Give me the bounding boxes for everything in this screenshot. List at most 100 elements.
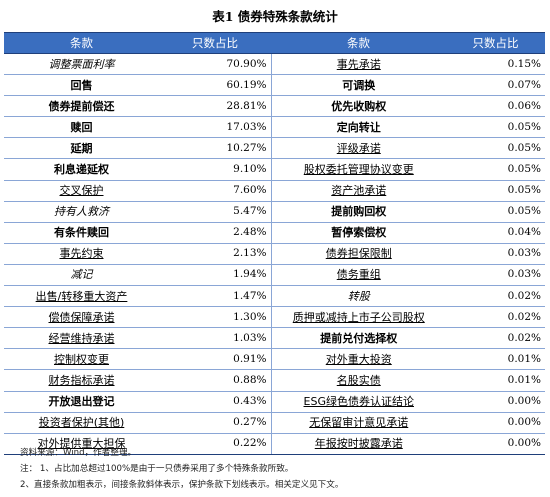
clause-share-left: 0.27%	[159, 412, 272, 434]
clause-share-right: 0.02%	[446, 327, 545, 350]
clause-share-left: 7.60%	[159, 180, 272, 202]
clause-share-left: 60.19%	[159, 74, 272, 97]
clause-name-right: 评级承诺	[271, 137, 446, 160]
table-row: 持有人救济 5.47% 提前购回权 0.05%	[4, 201, 545, 223]
table-row: 开放退出登记 0.43% ESG绿色债券认证结论 0.00%	[4, 391, 545, 413]
clause-share-right: 0.05%	[446, 116, 545, 139]
clause-share-right: 0.02%	[446, 306, 545, 329]
clause-share-right: 0.15%	[446, 53, 545, 76]
clause-share-right: 0.00%	[446, 391, 545, 413]
clause-name-right: 年报按时披露承诺	[271, 433, 446, 455]
table-row: 控制权变更 0.91% 对外重大投资 0.01%	[4, 348, 545, 371]
table-row: 调整票面利率 70.90% 事先承诺 0.15%	[4, 53, 545, 76]
clause-name-right: 对外重大投资	[271, 348, 446, 371]
table-notes: 资料来源：Wind，作者整理。 注： 1、占比加总超过100%是由于一只债券采用…	[20, 445, 343, 493]
table-row: 交叉保护 7.60% 资产池承诺 0.05%	[4, 180, 545, 202]
clause-name-right: 暂停索偿权	[271, 222, 446, 244]
clause-name-left: 财务指标承诺	[4, 369, 159, 392]
clause-share-right: 0.04%	[446, 222, 545, 244]
table-row: 对外提供重大担保 0.22% 年报按时披露承诺 0.00%	[4, 433, 545, 455]
clause-name-left: 债券提前偿还	[4, 95, 159, 118]
table-row: 减记 1.94% 债务重组 0.03%	[4, 264, 545, 287]
clause-share-left: 9.10%	[159, 158, 272, 181]
clause-share-left: 2.48%	[159, 222, 272, 244]
clause-name-right: 债券担保限制	[271, 243, 446, 265]
clause-share-left: 0.88%	[159, 369, 272, 392]
table-row: 利息递延权 9.10% 股权委托管理协议变更 0.05%	[4, 158, 545, 181]
clause-name-right: 定向转让	[271, 116, 446, 139]
source-note: 资料来源：Wind，作者整理。	[20, 448, 137, 458]
table-header-row: 条款 只数占比 条款 只数占比	[4, 32, 545, 54]
clause-name-left: 赎回	[4, 116, 159, 139]
header-share-left: 只数占比	[159, 32, 271, 54]
clause-share-left: 1.47%	[159, 285, 272, 308]
table-row: 事先约束 2.13% 债券担保限制 0.03%	[4, 243, 545, 265]
table-row: 投资者保护(其他) 0.27% 无保留审计意见承诺 0.00%	[4, 412, 545, 434]
table-row: 经营维持承诺 1.03% 提前兑付选择权 0.02%	[4, 327, 545, 350]
clause-share-left: 1.03%	[159, 327, 272, 350]
clause-name-right: 可调换	[271, 74, 446, 97]
note-2: 2、直接条款加粗表示，间接条款斜体表示，保护条款下划线表示。相关定义见下文。	[20, 480, 344, 490]
clause-share-right: 0.03%	[446, 264, 545, 287]
table-row: 延期 10.27% 评级承诺 0.05%	[4, 137, 545, 160]
table-title: 表1 债券特殊条款统计	[212, 9, 338, 24]
clause-name-right: 提前购回权	[271, 201, 446, 223]
table-row: 回售 60.19% 可调换 0.07%	[4, 74, 545, 97]
clause-name-right: ESG绿色债券认证结论	[271, 391, 446, 413]
clause-share-left: 0.43%	[159, 391, 272, 413]
clause-name-left: 出售/转移重大资产	[4, 285, 159, 308]
clause-name-right: 质押或减持上市子公司股权	[271, 306, 446, 329]
clause-share-left: 70.90%	[159, 53, 272, 76]
table-row: 赎回 17.03% 定向转让 0.05%	[4, 116, 545, 139]
clause-name-right: 提前兑付选择权	[271, 327, 446, 350]
clause-share-left: 1.94%	[159, 264, 272, 287]
clause-name-left: 事先约束	[4, 243, 159, 265]
clause-name-right: 优先收购权	[271, 95, 446, 118]
clause-name-left: 利息递延权	[4, 158, 159, 181]
clause-share-right: 0.05%	[446, 201, 545, 223]
clause-share-right: 0.03%	[446, 243, 545, 265]
clause-share-right: 0.02%	[446, 285, 545, 308]
clause-share-right: 0.01%	[446, 348, 545, 371]
clause-name-left: 偿债保障承诺	[4, 306, 159, 329]
table-row: 偿债保障承诺 1.30% 质押或减持上市子公司股权 0.02%	[4, 306, 545, 329]
clause-share-left: 28.81%	[159, 95, 272, 118]
note-1: 注： 1、占比加总超过100%是由于一只债券采用了多个特殊条款所致。	[20, 464, 294, 474]
special-clause-table: 条款 只数占比 条款 只数占比 调整票面利率 70.90% 事先承诺 0.15% 回售 6…	[4, 32, 545, 455]
clause-share-left: 5.47%	[159, 201, 272, 223]
clause-name-left: 经营维持承诺	[4, 327, 159, 350]
clause-share-right: 0.01%	[446, 369, 545, 392]
clause-name-right: 资产池承诺	[271, 180, 446, 202]
header-share-right: 只数占比	[446, 32, 545, 54]
clause-name-left: 投资者保护(其他)	[4, 412, 159, 434]
clause-name-right: 转股	[271, 285, 446, 308]
clause-name-left: 对外提供重大担保	[4, 433, 159, 455]
clause-share-right: 0.00%	[446, 412, 545, 434]
clause-name-left: 调整票面利率	[4, 53, 159, 76]
clause-share-right: 0.06%	[446, 95, 545, 118]
clause-name-right: 无保留审计意见承诺	[271, 412, 446, 434]
clause-share-right: 0.05%	[446, 137, 545, 160]
clause-share-right: 0.07%	[446, 74, 545, 97]
table-row: 出售/转移重大资产 1.47% 转股 0.02%	[4, 285, 545, 308]
clause-share-left: 2.13%	[159, 243, 272, 265]
clause-share-left: 1.30%	[159, 306, 272, 329]
clause-share-left: 10.27%	[159, 137, 272, 160]
clause-name-left: 有条件赎回	[4, 222, 159, 244]
clause-name-right: 事先承诺	[271, 53, 446, 76]
header-clause-left: 条款	[4, 32, 159, 54]
clause-name-left: 减记	[4, 264, 159, 287]
table-row: 债券提前偿还 28.81% 优先收购权 0.06%	[4, 95, 545, 118]
clause-share-left: 0.91%	[159, 348, 272, 371]
clause-name-right: 债务重组	[271, 264, 446, 287]
clause-name-left: 回售	[4, 74, 159, 97]
header-clause-right: 条款	[271, 32, 446, 54]
clause-name-left: 控制权变更	[4, 348, 159, 371]
clause-name-left: 延期	[4, 137, 159, 160]
clause-share-right: 0.05%	[446, 158, 545, 181]
clause-share-right: 0.05%	[446, 180, 545, 202]
clause-name-left: 开放退出登记	[4, 391, 159, 413]
clause-name-left: 交叉保护	[4, 180, 159, 202]
clause-share-right: 0.00%	[446, 433, 545, 455]
clause-share-left: 0.22%	[159, 433, 272, 455]
